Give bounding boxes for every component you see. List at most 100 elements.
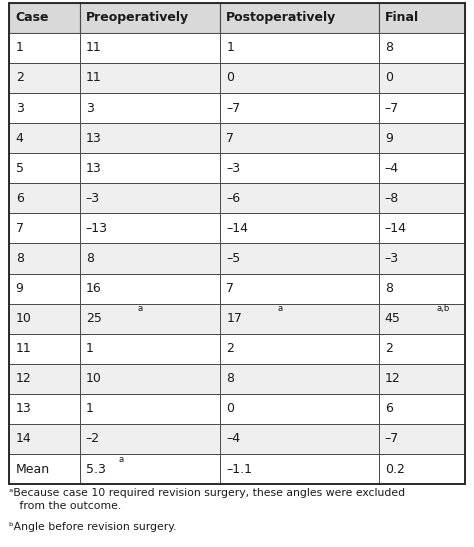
Text: 0: 0 <box>385 72 393 84</box>
Text: 8: 8 <box>385 42 393 54</box>
Text: ᵇAngle before revision surgery.: ᵇAngle before revision surgery. <box>9 522 177 532</box>
Text: 10: 10 <box>16 312 31 325</box>
Bar <box>80 454 220 484</box>
Bar <box>379 33 465 63</box>
Bar <box>9 454 80 484</box>
Bar <box>379 424 465 454</box>
Text: –14: –14 <box>385 222 407 235</box>
Text: 1: 1 <box>86 342 94 355</box>
Text: 8: 8 <box>86 252 94 265</box>
Text: 1: 1 <box>16 42 24 54</box>
Text: Final: Final <box>385 11 419 24</box>
Text: –1.1: –1.1 <box>226 463 252 475</box>
Bar <box>9 274 80 304</box>
Text: 3: 3 <box>16 102 24 114</box>
Text: 5: 5 <box>16 162 24 174</box>
Bar <box>379 213 465 243</box>
Bar <box>9 3 80 33</box>
Bar <box>220 334 379 364</box>
Bar <box>9 424 80 454</box>
Text: 7: 7 <box>226 282 234 295</box>
Bar <box>80 123 220 153</box>
Text: a: a <box>137 304 142 313</box>
Bar <box>220 424 379 454</box>
Bar <box>220 123 379 153</box>
Bar <box>9 334 80 364</box>
Bar <box>80 364 220 394</box>
Text: 12: 12 <box>385 373 401 385</box>
Text: 7: 7 <box>226 132 234 144</box>
Text: –3: –3 <box>226 162 240 174</box>
Bar <box>80 304 220 334</box>
Text: 17: 17 <box>226 312 242 325</box>
Bar <box>379 274 465 304</box>
Text: 4: 4 <box>16 132 24 144</box>
Text: 11: 11 <box>16 342 31 355</box>
Text: 0: 0 <box>226 403 234 415</box>
Text: –7: –7 <box>385 102 399 114</box>
Bar <box>379 394 465 424</box>
Text: a: a <box>277 304 283 313</box>
Text: 10: 10 <box>86 373 102 385</box>
Text: 8: 8 <box>385 282 393 295</box>
Bar <box>379 63 465 93</box>
Bar <box>9 153 80 183</box>
Text: 3: 3 <box>86 102 94 114</box>
Bar <box>379 183 465 213</box>
Text: –4: –4 <box>226 433 240 445</box>
Bar <box>80 33 220 63</box>
Text: 11: 11 <box>86 72 101 84</box>
Bar <box>80 394 220 424</box>
Text: 14: 14 <box>16 433 31 445</box>
Bar <box>220 304 379 334</box>
Bar <box>9 213 80 243</box>
Text: ᵃBecause case 10 required revision surgery, these angles were excluded
   from t: ᵃBecause case 10 required revision surge… <box>9 488 406 511</box>
Text: 8: 8 <box>16 252 24 265</box>
Bar <box>220 183 379 213</box>
Bar <box>9 364 80 394</box>
Text: 13: 13 <box>16 403 31 415</box>
Text: 16: 16 <box>86 282 101 295</box>
Bar <box>9 123 80 153</box>
Bar <box>220 454 379 484</box>
Text: –6: –6 <box>226 192 240 205</box>
Text: 7: 7 <box>16 222 24 235</box>
Bar <box>379 153 465 183</box>
Text: –7: –7 <box>385 433 399 445</box>
Text: –13: –13 <box>86 222 108 235</box>
Text: –5: –5 <box>226 252 240 265</box>
Text: Postoperatively: Postoperatively <box>226 11 337 24</box>
Bar <box>379 364 465 394</box>
Bar <box>80 213 220 243</box>
Bar <box>80 424 220 454</box>
Text: 0.2: 0.2 <box>385 463 405 475</box>
Text: 45: 45 <box>385 312 401 325</box>
Bar <box>379 454 465 484</box>
Bar <box>9 63 80 93</box>
Text: –3: –3 <box>385 252 399 265</box>
Text: 6: 6 <box>16 192 24 205</box>
Text: 0: 0 <box>226 72 234 84</box>
Bar <box>9 183 80 213</box>
Bar <box>80 183 220 213</box>
Bar <box>9 93 80 123</box>
Bar <box>220 394 379 424</box>
Bar <box>9 243 80 274</box>
Text: 9: 9 <box>385 132 393 144</box>
Text: 2: 2 <box>226 342 234 355</box>
Bar <box>80 3 220 33</box>
Text: –14: –14 <box>226 222 248 235</box>
Text: 13: 13 <box>86 162 101 174</box>
Text: Case: Case <box>16 11 49 24</box>
Bar <box>220 63 379 93</box>
Text: a,b: a,b <box>436 304 449 313</box>
Bar <box>220 33 379 63</box>
Bar <box>80 274 220 304</box>
Text: 8: 8 <box>226 373 234 385</box>
Bar <box>220 3 379 33</box>
Text: Preoperatively: Preoperatively <box>86 11 189 24</box>
Text: 2: 2 <box>385 342 393 355</box>
Bar <box>80 334 220 364</box>
Text: 9: 9 <box>16 282 24 295</box>
Text: 11: 11 <box>86 42 101 54</box>
